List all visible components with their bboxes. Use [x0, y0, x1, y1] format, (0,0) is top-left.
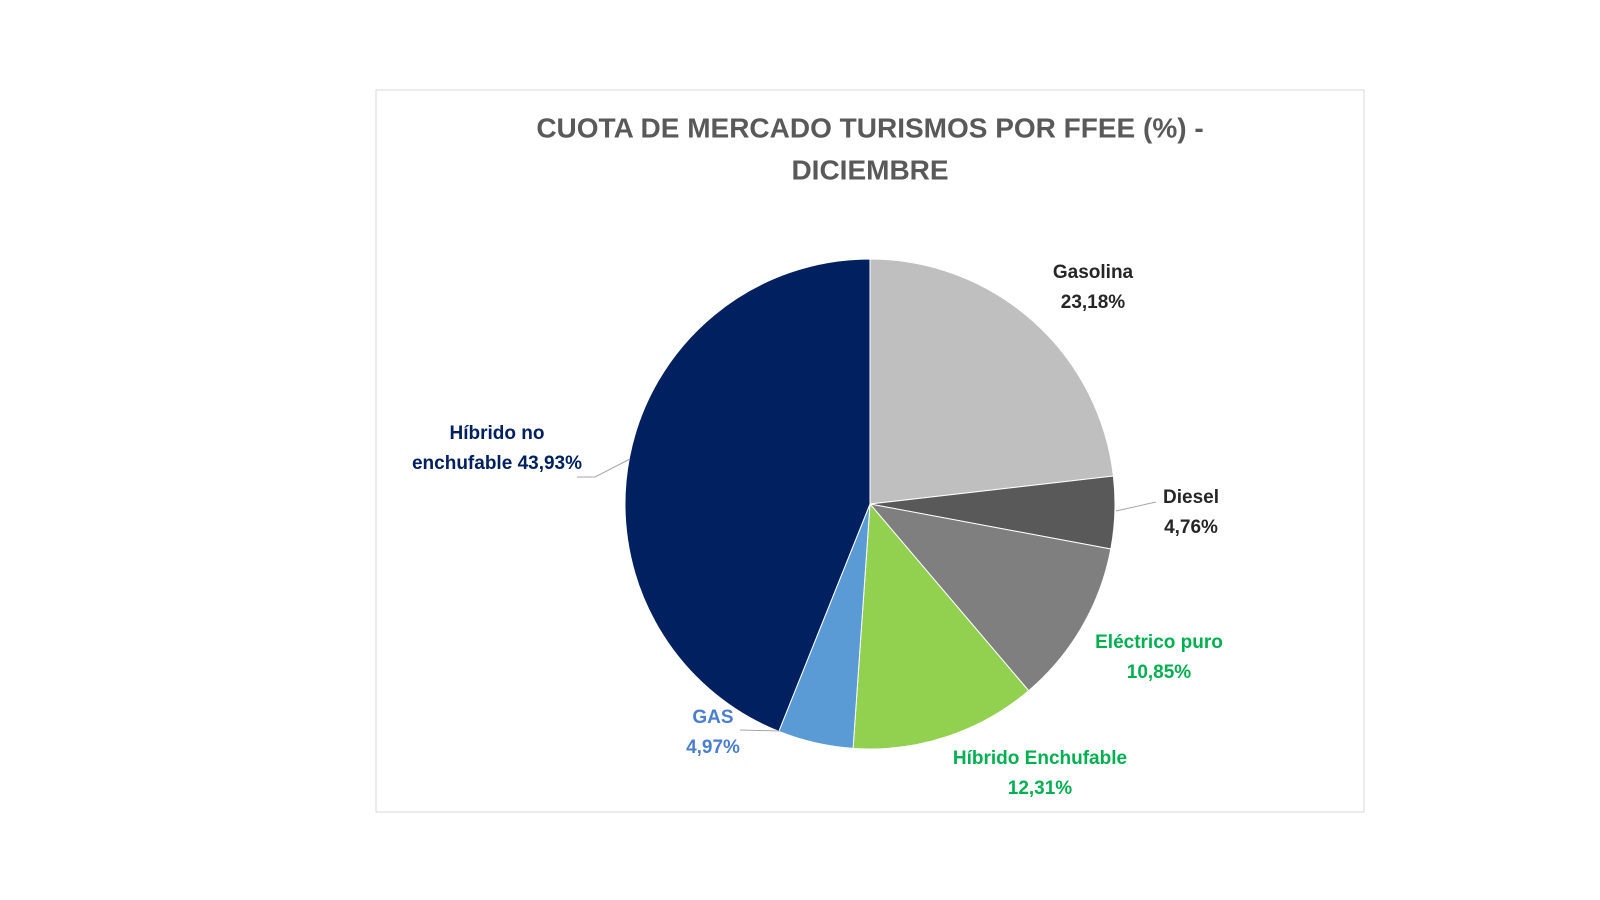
label-name: Diesel [1163, 487, 1219, 508]
label-value: 12,31% [1007, 778, 1073, 799]
data-label: Híbrido no enchufable 43,93% [397, 419, 597, 479]
chart-title: DICIEMBRE [791, 154, 948, 185]
label-value: 4,97% [686, 737, 740, 758]
pie-slice [868, 503, 1112, 692]
leader-line [739, 729, 781, 732]
chart-title: CUOTA DE MERCADO TURISMOS POR FFEE (%) - [536, 112, 1203, 143]
pie-slice [869, 258, 1114, 505]
data-label: Eléctrico puro 10,85% [1059, 628, 1259, 688]
label-value: 23,18% [1060, 292, 1126, 313]
data-label: Gasolina 23,18% [993, 258, 1193, 318]
pie [624, 258, 1116, 750]
label-value: 4,76% [1164, 517, 1218, 538]
pie-slice [624, 258, 871, 733]
label-name: GAS [692, 707, 734, 728]
data-label: Diesel 4,76% [1131, 483, 1251, 543]
pie-slice [852, 502, 1030, 750]
label-name: Híbrido Enchufable [952, 748, 1128, 769]
label-value: 43,93% [517, 453, 583, 474]
label-value: 10,85% [1126, 662, 1192, 683]
data-label: Híbrido Enchufable 12,31% [920, 744, 1160, 804]
data-label: GAS 4,97% [653, 703, 773, 763]
leader-line [577, 458, 631, 478]
label-name: Gasolina [1052, 262, 1134, 283]
leader-line [1115, 501, 1157, 512]
label-name: Eléctrico puro [1095, 632, 1223, 653]
label-name: Híbrido no enchufable [411, 423, 545, 474]
